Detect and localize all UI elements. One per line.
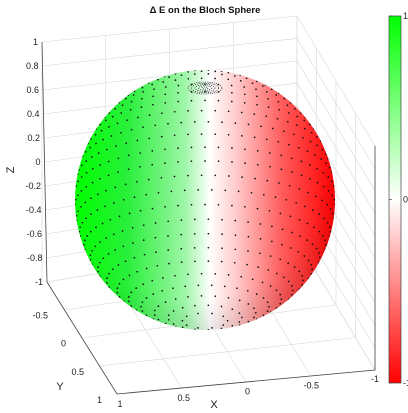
y-axis-label: Y [56,381,64,393]
z-tick-label: -0.4 [26,205,42,215]
colorbar-tick-label: -1 [403,378,408,388]
x-tick-label: 1 [117,399,122,409]
z-tick-label: -0.8 [27,253,43,263]
z-tick-label: 0.8 [26,61,39,71]
x-tick-labels: 1 0.5 0 -0.5 -1 [117,374,379,409]
z-tick-label: 0.4 [27,109,40,119]
chart-title: Δ E on the Bloch Sphere [150,5,261,16]
z-tick-labels: 1 0.8 0.6 0.4 0.2 0 -0.2 -0.4 -0.6 -0.8 -1 [25,37,43,287]
y-tick-label: -0.5 [32,310,48,320]
box-edges [41,41,376,395]
y-tick-label: 1 [97,395,102,405]
z-tick-label: -0.6 [26,229,42,239]
z-tick-label: -1 [35,277,43,287]
z-axis-label: Z [5,166,17,173]
y-tick-labels: -0.5 0 0.5 1 [32,310,102,405]
colorbar-tick-label: 1 [403,11,408,21]
colorbar-ticks: 1 0 -1 [389,11,408,388]
colorbar-tick-label: 0 [403,195,408,205]
x-tick-label: 0 [245,387,250,397]
z-tick-label: 0.6 [26,85,39,95]
sphere-grid-dots [75,70,335,330]
x-tick-label: -1 [371,374,379,384]
z-tick-label: 1 [33,37,38,47]
z-tick-label: 0.2 [27,133,40,143]
y-tick-label: 0 [61,339,66,349]
colorbar: 1 0 -1 [388,11,408,388]
y-tick-label: 0.5 [71,367,84,377]
x-tick-label: 0.5 [177,393,190,403]
z-tick-label: 0 [35,157,40,167]
z-tick-label: -0.2 [25,181,41,191]
x-axis-label: X [210,399,218,411]
x-tick-label: -0.5 [303,380,319,390]
sphere-surface [75,70,335,330]
